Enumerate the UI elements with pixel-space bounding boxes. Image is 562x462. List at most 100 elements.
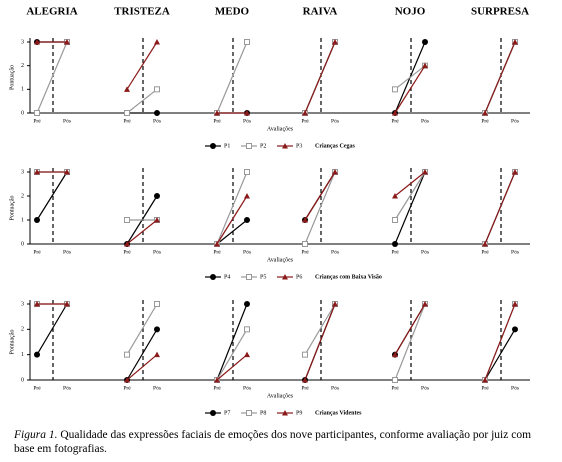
point [64, 39, 70, 45]
line [126, 354, 158, 381]
point [512, 39, 518, 45]
point [124, 217, 130, 223]
point [422, 62, 428, 69]
legend-group: Crianças com Baixa Visão [315, 274, 382, 280]
point [154, 326, 160, 333]
y-axis-label: Pontuação [9, 330, 15, 355]
point [512, 326, 518, 333]
legend-marker [210, 410, 216, 416]
point [302, 217, 308, 223]
point [244, 326, 250, 333]
line [216, 354, 248, 381]
y-tick-label: 3 [21, 169, 24, 175]
x-tick-label: Pré [481, 118, 489, 124]
line [216, 41, 248, 114]
point [214, 110, 220, 116]
line [394, 65, 426, 90]
legend-marker [210, 143, 216, 149]
line [394, 171, 426, 245]
x-tick-label: Pós [511, 118, 519, 124]
point [154, 110, 160, 116]
line [36, 41, 68, 114]
x-tick-label: Pré [301, 118, 309, 124]
x-tick-label: Pós [153, 249, 161, 255]
line [126, 41, 158, 90]
line [394, 303, 426, 355]
panel-title: MEDO [215, 6, 250, 18]
point [64, 169, 70, 175]
line [36, 171, 68, 221]
caption: Figura 1. Qualidade das expressões facia… [14, 428, 554, 456]
line [304, 303, 336, 381]
line [126, 219, 158, 245]
point [244, 217, 250, 223]
point [244, 351, 250, 358]
x-tick-label: Pós [63, 118, 71, 124]
point [124, 110, 130, 116]
legend-label: P9 [296, 410, 302, 416]
point [392, 86, 398, 93]
panel-title: ALEGRIA [26, 6, 77, 18]
line [394, 171, 426, 197]
line [216, 329, 248, 381]
x-tick-label: Pós [63, 249, 71, 255]
x-tick-label: Pós [511, 385, 519, 391]
y-tick-label: 2 [21, 193, 24, 199]
point [392, 377, 398, 383]
y-tick-label: 1 [21, 87, 24, 93]
chart: ALEGRIA TRISTEZA MEDO RAIVA NOJO SURPRESA 0 1 2 3… [9, 6, 530, 416]
x-tick-label: Pré [123, 385, 131, 391]
line [36, 303, 68, 355]
caption-label: Figura 1. [14, 429, 58, 441]
y-tick-label: 0 [21, 110, 24, 116]
point [302, 377, 308, 383]
point [332, 169, 338, 175]
point [34, 301, 40, 307]
y-tick-label: 0 [21, 241, 24, 247]
x-tick-label: Pós [331, 385, 339, 391]
panel-title: SURPRESA [471, 6, 529, 18]
x-tick-label: Pós [153, 385, 161, 391]
y-tick-label: 2 [21, 63, 24, 69]
x-axis-label: Avaliações [267, 257, 294, 263]
line [216, 219, 248, 245]
x-tick-label: Pós [421, 249, 429, 255]
point [244, 301, 250, 307]
point [392, 110, 398, 116]
x-tick-label: Pós [243, 118, 251, 124]
x-tick-label: Pré [123, 249, 131, 255]
x-tick-label: Pós [331, 118, 339, 124]
line [394, 171, 426, 221]
point [124, 86, 130, 92]
y-tick-label: 3 [21, 301, 24, 307]
x-tick-label: Pós [153, 118, 161, 124]
x-tick-label: Pré [213, 118, 221, 124]
line [394, 303, 426, 381]
y-tick-label: 2 [21, 327, 24, 333]
point [392, 217, 398, 223]
point [244, 110, 250, 116]
legend-marker [246, 410, 252, 416]
x-tick-label: Pré [33, 249, 41, 255]
panel-title: NOJO [395, 6, 426, 18]
x-tick-label: Pré [33, 385, 41, 391]
point [124, 377, 130, 383]
legend-marker [246, 274, 252, 280]
y-tick-label: 0 [21, 377, 24, 383]
point [422, 169, 428, 175]
x-axis-label: Avaliações [267, 393, 294, 399]
x-tick-label: Pós [243, 385, 251, 391]
point [512, 301, 518, 307]
legend-label: P4 [224, 274, 230, 280]
point [302, 110, 308, 116]
point [332, 301, 338, 307]
x-tick-label: Pré [391, 385, 399, 391]
y-tick-label: 1 [21, 352, 24, 358]
legend-group: Crianças Videntes [315, 410, 362, 416]
point [482, 110, 488, 116]
point [34, 39, 40, 45]
line [126, 88, 158, 114]
legend-marker [210, 274, 216, 280]
legend-label: P2 [260, 143, 266, 149]
point [392, 193, 398, 199]
